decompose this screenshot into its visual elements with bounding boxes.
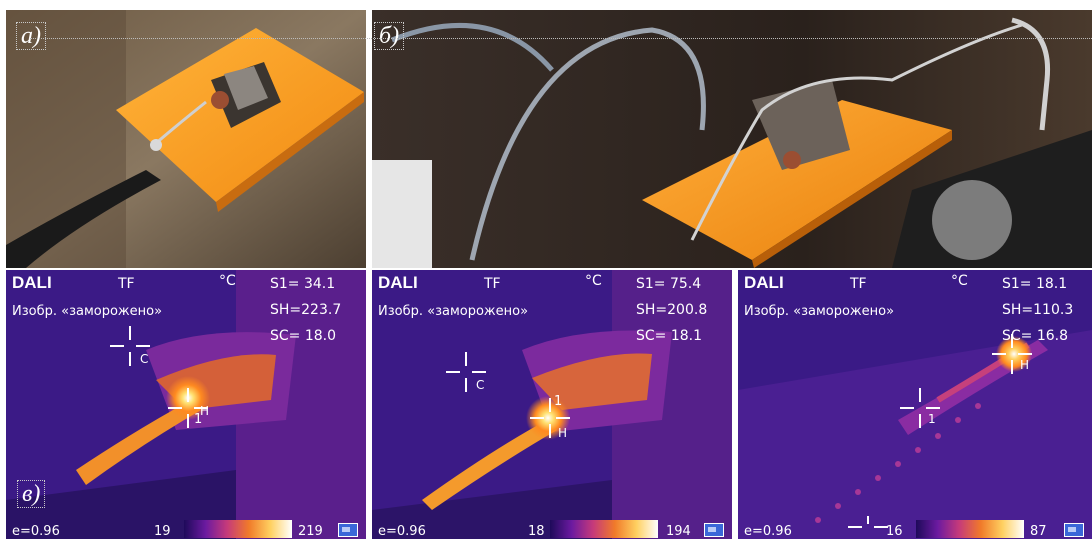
- thermal-image-2-heatmap: [372, 270, 732, 539]
- battery-icon: [1064, 523, 1084, 537]
- battery-icon: [338, 523, 358, 537]
- thermal-status: Изобр. «заморожено»: [12, 304, 163, 319]
- crosshair-1: 1: [900, 388, 940, 428]
- thermal-mode: TF: [484, 276, 501, 292]
- crosshair-h: H: [168, 388, 209, 428]
- thermal-unit: °C: [219, 273, 236, 289]
- thermal-image-1: DALI TF °C S1= 34.1 Изобр. «заморожено» …: [6, 270, 366, 539]
- scale-min: 16: [886, 524, 903, 539]
- thermal-emissivity: e=0.96: [12, 524, 60, 539]
- thermal-emissivity: e=0.96: [744, 524, 792, 539]
- guide-line: [30, 38, 1092, 39]
- marker-1: 1: [194, 412, 203, 427]
- photo-b: б): [372, 10, 1092, 268]
- thermal-sh: SH=223.7: [270, 302, 342, 318]
- thermal-brand: DALI: [744, 273, 784, 292]
- thermal-status: Изобр. «заморожено»: [744, 304, 895, 319]
- thermal-brand: DALI: [378, 273, 418, 292]
- panel-label-b: б): [374, 22, 405, 50]
- panel-label-c: в): [17, 480, 46, 508]
- crosshair-h: H: [992, 334, 1032, 374]
- scale-max: 219: [298, 524, 323, 539]
- thermal-sc: SC= 16.8: [1002, 328, 1069, 344]
- thermal-sh: SH=200.8: [636, 302, 708, 318]
- color-scale-bar: [916, 520, 1024, 538]
- photo-a-image: [6, 10, 366, 268]
- thermal-image-1-heatmap: [6, 270, 366, 539]
- thermal-image-3-heatmap: [738, 270, 1092, 539]
- thermal-status: Изобр. «заморожено»: [378, 304, 529, 319]
- thermal-sc: SC= 18.1: [636, 328, 703, 344]
- thermal-unit: °C: [585, 273, 602, 289]
- crosshair-c: C: [446, 352, 486, 392]
- crosshair-bottom: [848, 516, 888, 539]
- panel-label-a: а): [16, 22, 46, 50]
- thermal-image-3: DALI TF °C S1= 18.1 Изобр. «заморожено» …: [738, 270, 1092, 539]
- photo-a: а): [6, 10, 366, 268]
- crosshair-h: H: [530, 398, 570, 440]
- thermal-s1: S1= 75.4: [636, 276, 702, 292]
- thermal-emissivity: e=0.96: [378, 524, 426, 539]
- scale-min: 19: [154, 524, 171, 539]
- thermal-sc: SC= 18.0: [270, 328, 337, 344]
- thermal-s1: S1= 18.1: [1002, 276, 1068, 292]
- thermal-brand: DALI: [12, 273, 52, 292]
- thermal-sh: SH=110.3: [1002, 302, 1074, 318]
- photo-b-image: [372, 10, 1092, 268]
- crosshair-c: C: [110, 326, 150, 366]
- scale-max: 87: [1030, 524, 1047, 539]
- thermal-unit: °C: [951, 273, 968, 289]
- thermal-mode: TF: [850, 276, 867, 292]
- marker-1: 1: [554, 394, 563, 409]
- scale-max: 194: [666, 524, 691, 539]
- scale-min: 18: [528, 524, 545, 539]
- thermal-mode: TF: [118, 276, 135, 292]
- battery-icon: [704, 523, 724, 537]
- color-scale-bar: [550, 520, 658, 538]
- thermal-image-2: DALI TF °C S1= 75.4 Изобр. «заморожено» …: [372, 270, 732, 539]
- thermal-s1: S1= 34.1: [270, 276, 336, 292]
- color-scale-bar: [184, 520, 292, 538]
